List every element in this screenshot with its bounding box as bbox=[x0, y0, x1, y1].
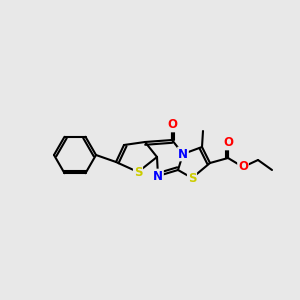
Text: O: O bbox=[223, 136, 233, 149]
Text: S: S bbox=[188, 172, 196, 184]
Text: O: O bbox=[238, 160, 248, 173]
Text: S: S bbox=[134, 166, 142, 178]
Text: N: N bbox=[178, 148, 188, 160]
Text: N: N bbox=[153, 169, 163, 182]
Text: O: O bbox=[167, 118, 177, 131]
